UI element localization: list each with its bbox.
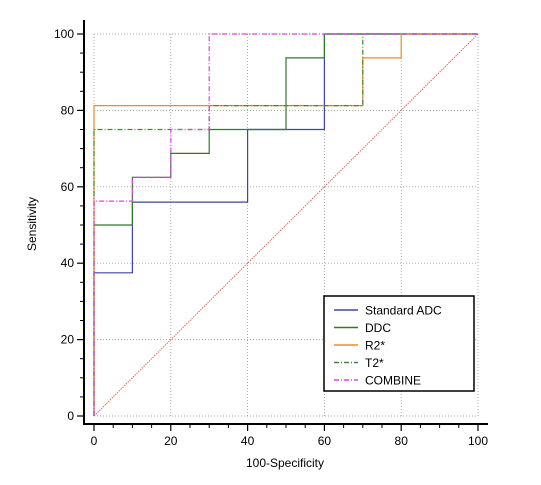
- legend-label-2: R2*: [365, 339, 385, 353]
- y-tick-label-40: 40: [61, 256, 75, 270]
- x-tick-label-40: 40: [241, 434, 255, 448]
- series-line-2: [93, 33, 478, 416]
- y-tick-label-0: 0: [67, 409, 74, 423]
- legend-box: [323, 295, 475, 392]
- legend-label-4: COMBINE: [365, 374, 421, 388]
- legend-label-3: T2*: [365, 356, 384, 370]
- x-tick-label-20: 20: [164, 434, 178, 448]
- legend-label-1: DDC: [365, 321, 391, 335]
- x-axis-label: 100-Specificity: [246, 456, 324, 470]
- legend-label-0: Standard ADC: [365, 304, 442, 318]
- series-line-1: [93, 33, 478, 416]
- series-line-4: [93, 33, 478, 416]
- y-tick-label-100: 100: [54, 27, 74, 41]
- legend: Standard ADC DDC R2* T2* COMBINE: [323, 295, 475, 392]
- y-tick-label-20: 20: [61, 333, 75, 347]
- series-line-0: [93, 33, 478, 416]
- x-tick-label-0: 0: [91, 434, 98, 448]
- series-lines: [93, 33, 478, 416]
- x-tick-label-60: 60: [318, 434, 332, 448]
- y-tick-label-80: 80: [61, 103, 75, 117]
- x-tick-label-80: 80: [395, 434, 409, 448]
- y-axis-label: Sensitivity: [25, 197, 39, 251]
- y-tick-label-60: 60: [61, 180, 75, 194]
- ticks: 0 20 40 60 80 100 0 20 40 60 80 100: [54, 27, 488, 448]
- reference-diagonal: [93, 33, 479, 417]
- x-tick-label-100: 100: [468, 434, 488, 448]
- reference-line: [93, 33, 479, 417]
